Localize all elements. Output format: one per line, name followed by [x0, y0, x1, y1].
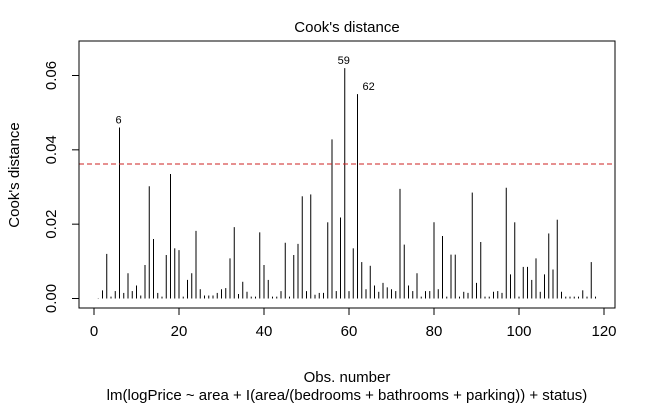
x-axis-label: Obs. number	[304, 369, 391, 386]
x-tick-label-100: 100	[506, 323, 531, 340]
x-axis: 0 20 40 60 80 100 120	[90, 307, 617, 340]
x-tick-label-20: 20	[171, 323, 188, 340]
sub-caption: lm(logPrice ~ area + I(area/(bedrooms + …	[107, 387, 588, 404]
chart-title: Cook's distance	[294, 19, 399, 36]
plot-frame	[78, 40, 616, 309]
y-tick-label-2: 0.04	[43, 135, 60, 164]
y-axis: 0.00 0.02 0.04 0.06	[43, 61, 80, 313]
y-axis-label: Cook's distance	[6, 122, 23, 227]
y-tick-label-1: 0.02	[43, 210, 60, 239]
y-tick-label-3: 0.06	[43, 61, 60, 90]
y-tick-label-0: 0.00	[43, 284, 60, 313]
x-tick-label-120: 120	[591, 323, 616, 340]
bar-label-59: 59	[338, 55, 350, 67]
x-tick-label-40: 40	[256, 323, 273, 340]
x-tick-label-0: 0	[90, 323, 98, 340]
bars-group	[97, 68, 596, 299]
highlight-labels-group: 6 59 62	[115, 55, 374, 126]
x-tick-label-60: 60	[341, 323, 358, 340]
bar-label-62: 62	[363, 81, 375, 93]
bar-label-6: 6	[115, 115, 121, 127]
x-tick-label-80: 80	[426, 323, 443, 340]
